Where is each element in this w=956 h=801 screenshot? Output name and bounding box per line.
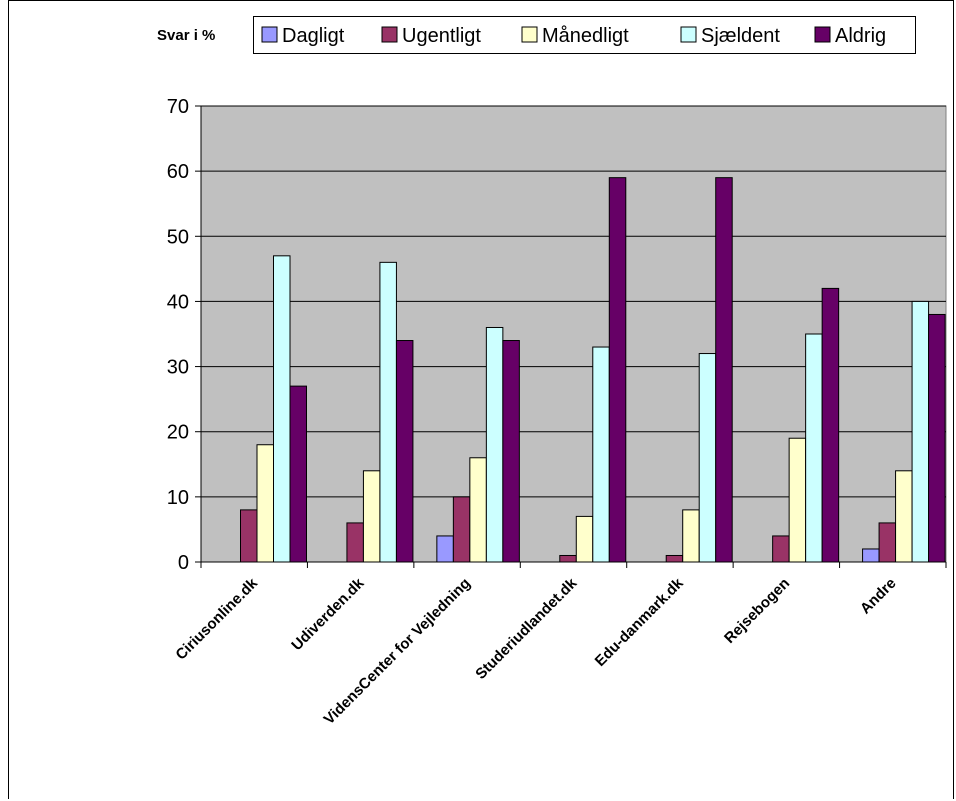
y-tick-label: 50 — [167, 226, 189, 248]
y-tick-label: 60 — [167, 161, 189, 183]
x-category-label: Andre — [857, 575, 900, 618]
legend-title: Svar i % — [157, 27, 216, 44]
x-category-label: Studeriudlandet.dk — [472, 574, 581, 683]
bar — [502, 340, 520, 563]
bar — [485, 326, 504, 563]
bar — [592, 346, 610, 563]
y-tick-label: 10 — [167, 487, 189, 509]
y-tick-label: 40 — [167, 291, 189, 313]
bar — [698, 353, 717, 563]
legend-label: Dagligt — [282, 25, 345, 47]
bar — [346, 522, 364, 563]
bar — [273, 255, 291, 563]
legend-swatch — [261, 26, 278, 43]
bar — [559, 554, 577, 563]
y-tick-label: 70 — [167, 96, 189, 118]
bar — [911, 300, 930, 563]
x-category-label: Ciriusonline.dk — [172, 574, 261, 663]
bar — [436, 535, 454, 563]
bar — [575, 515, 594, 563]
x-category-label: Udiverden.dk — [288, 574, 368, 654]
legend-label: Månedligt — [542, 25, 629, 47]
y-tick-label: 0 — [178, 552, 189, 574]
bar — [289, 385, 307, 563]
bar — [362, 470, 381, 563]
bar — [821, 287, 840, 563]
legend-box — [253, 16, 916, 54]
legend-swatch — [381, 26, 398, 43]
bar — [895, 470, 913, 563]
bar — [395, 340, 414, 563]
bar — [788, 437, 807, 563]
x-category-label: Edu-danmark.dk — [592, 574, 688, 670]
bar — [715, 177, 733, 563]
bar — [928, 313, 946, 563]
legend-label: Ugentligt — [402, 25, 481, 47]
bar — [665, 554, 684, 563]
legend-label: Aldrig — [835, 25, 886, 47]
legend-swatch — [521, 26, 538, 43]
y-tick-label: 20 — [167, 422, 189, 444]
bar — [805, 333, 823, 563]
x-category-label: Rejsebogen — [721, 575, 793, 647]
bar — [379, 261, 397, 563]
bar — [682, 509, 700, 563]
bar — [256, 444, 274, 563]
legend-label: Sjældent — [701, 25, 780, 47]
bar — [240, 509, 258, 563]
bar — [772, 535, 790, 563]
legend-swatch — [680, 26, 697, 43]
bar — [452, 496, 471, 563]
legend-swatch — [814, 26, 831, 43]
bar — [469, 457, 487, 563]
bar — [608, 177, 627, 563]
bar — [862, 548, 880, 563]
y-tick-label: 30 — [167, 357, 189, 379]
bar — [878, 522, 897, 563]
